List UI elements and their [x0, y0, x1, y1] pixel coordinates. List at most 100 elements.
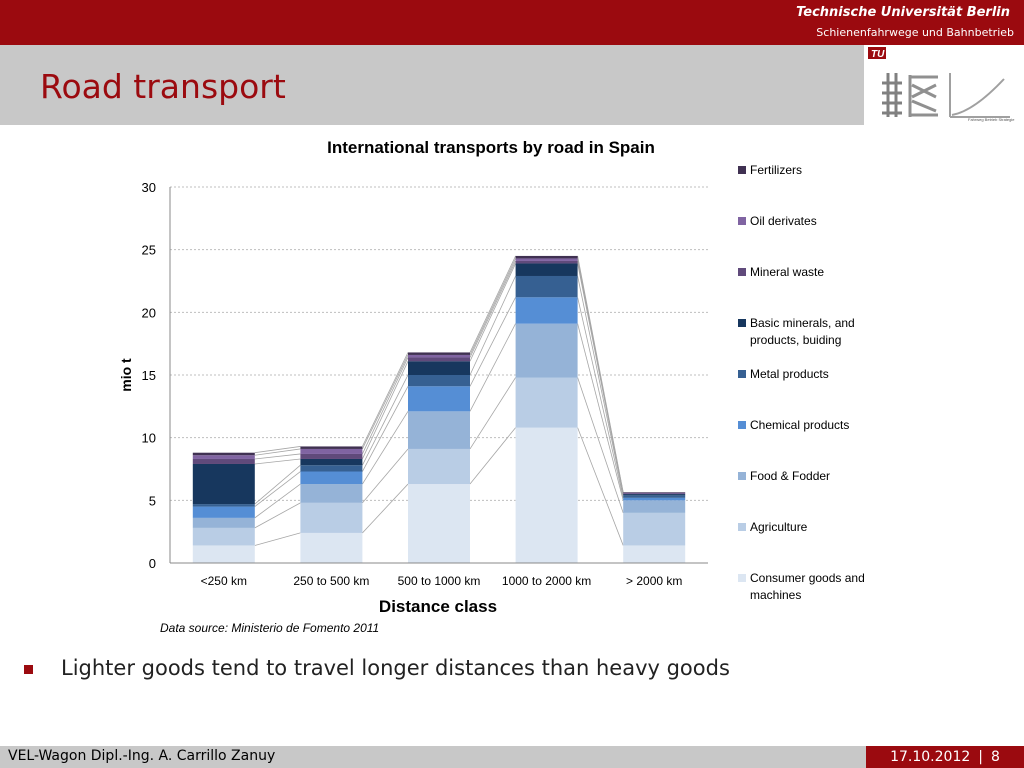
bar-segment: [623, 494, 686, 496]
x-axis-label: Distance class: [379, 597, 497, 616]
series-line: [469, 377, 516, 450]
series-line: [254, 483, 301, 519]
legend-swatch: [738, 421, 746, 429]
data-source-note: Data source: Ministerio de Fomento 2011: [160, 621, 380, 635]
footer-date-page: 17.10.2012 | 8: [866, 746, 1024, 768]
bar-segment: [300, 532, 363, 563]
y-axis-label: mio t: [118, 358, 134, 392]
x-tick-label: 250 to 500 km: [293, 574, 369, 588]
bar-segment: [515, 263, 578, 276]
vel-logo: TU Fahrweg Betrieb Strategie: [868, 47, 1015, 122]
legend-label: Chemical products: [750, 418, 849, 432]
series-line: [254, 502, 301, 529]
bar-segment: [623, 492, 686, 493]
series-line: [362, 361, 409, 460]
bar-segment: [515, 323, 578, 378]
x-tick-label: <250 km: [201, 574, 247, 588]
department-name: Schienenfahrwege und Bahnbetrieb: [816, 26, 1014, 39]
svg-text:TU: TU: [871, 49, 885, 60]
series-line: [577, 323, 624, 501]
footer-separator: |: [978, 749, 983, 765]
logo-caption: Fahrweg Betrieb Strategie: [968, 117, 1015, 122]
bar-segment: [515, 275, 578, 298]
series-line: [254, 453, 301, 460]
bar-segment: [300, 484, 363, 503]
switch-logo-icon: [908, 75, 938, 117]
title-band: Road transport: [0, 45, 864, 125]
bullet-text: Lighter goods tend to travel longer dist…: [61, 656, 730, 680]
series-connector-lines: [254, 255, 624, 546]
bar-segment: [192, 463, 255, 505]
bar-segment: [408, 411, 470, 449]
bar-segment: [408, 448, 470, 485]
legend-label: Consumer goods and machines: [750, 571, 865, 602]
bar-segment: [515, 260, 578, 264]
legend-swatch: [738, 574, 746, 582]
series-line: [469, 275, 516, 376]
legend-label: Mineral waste: [750, 265, 824, 279]
series-line: [362, 448, 409, 504]
legend-label: Oil derivates: [750, 214, 817, 228]
chart-legend: Fertilizers Oil derivates Mineral waste Bas…: [738, 163, 865, 602]
series-line: [469, 323, 516, 412]
y-tick-label: 5: [149, 493, 156, 508]
bar-segment: [408, 484, 470, 563]
header-bar: Technische Universität Berlin Schienenfa…: [0, 0, 1024, 45]
bar-segment: [623, 500, 686, 513]
bar-segment: [300, 448, 363, 454]
page-number: 8: [990, 749, 1000, 765]
bar-segment: [192, 455, 255, 459]
legend-swatch: [738, 523, 746, 531]
bullet-square-icon: [24, 665, 33, 674]
x-tick-label: > 2000 km: [626, 574, 682, 588]
y-tick-label: 15: [142, 368, 156, 383]
series-line: [577, 275, 624, 496]
bar-segment: [300, 471, 363, 485]
bar-segment: [408, 352, 470, 355]
bar-segment: [515, 427, 578, 563]
series-line: [469, 297, 516, 387]
y-axis-ticks: 0 5 10 15 20 25 30: [142, 180, 156, 571]
series-line: [469, 255, 516, 353]
y-tick-label: 20: [142, 305, 156, 320]
bar-segment: [515, 297, 578, 324]
series-line: [254, 464, 301, 505]
series-line: [469, 263, 516, 362]
bar-segment: [623, 545, 686, 563]
bar-segment: [408, 357, 470, 362]
bar-segment: [192, 458, 255, 464]
bar-segment: [300, 458, 363, 466]
bar-segment: [192, 517, 255, 528]
series-line: [577, 255, 624, 493]
legend-swatch: [738, 472, 746, 480]
x-axis-ticks: <250 km 250 to 500 km 500 to 1000 km 1000 t…: [201, 574, 683, 588]
bar-segment: [515, 258, 578, 261]
bar-segment: [623, 495, 686, 498]
series-line: [254, 448, 301, 456]
y-tick-label: 10: [142, 431, 156, 446]
footer-bar: VEL-Wagon Dipl.-Ing. A. Carrillo Zanuy 1…: [0, 746, 1024, 768]
bar-segment: [623, 497, 686, 501]
bar-segment: [623, 492, 686, 494]
legend-swatch: [738, 319, 746, 327]
legend-label: Basic minerals, and products, buiding: [750, 316, 855, 347]
bar-segment: [300, 465, 363, 472]
bar-segment: [515, 255, 578, 259]
legend-label: Fertilizers: [750, 163, 802, 177]
bar-segment: [192, 504, 255, 507]
series-line: [254, 446, 301, 454]
footer-date: 17.10.2012: [890, 749, 971, 765]
series-line: [362, 357, 409, 455]
series-line: [362, 386, 409, 472]
bar-segment: [623, 493, 686, 495]
series-line: [362, 483, 409, 534]
bar-segment: [192, 527, 255, 546]
y-tick-label: 25: [142, 243, 156, 258]
bar-segment: [300, 502, 363, 533]
legend-swatch: [738, 166, 746, 174]
legend-label: Food & Fodder: [750, 469, 830, 483]
hash-logo-icon: [882, 73, 902, 117]
series-line: [469, 258, 516, 356]
bar-segment: [300, 446, 363, 449]
series-line: [577, 427, 624, 546]
